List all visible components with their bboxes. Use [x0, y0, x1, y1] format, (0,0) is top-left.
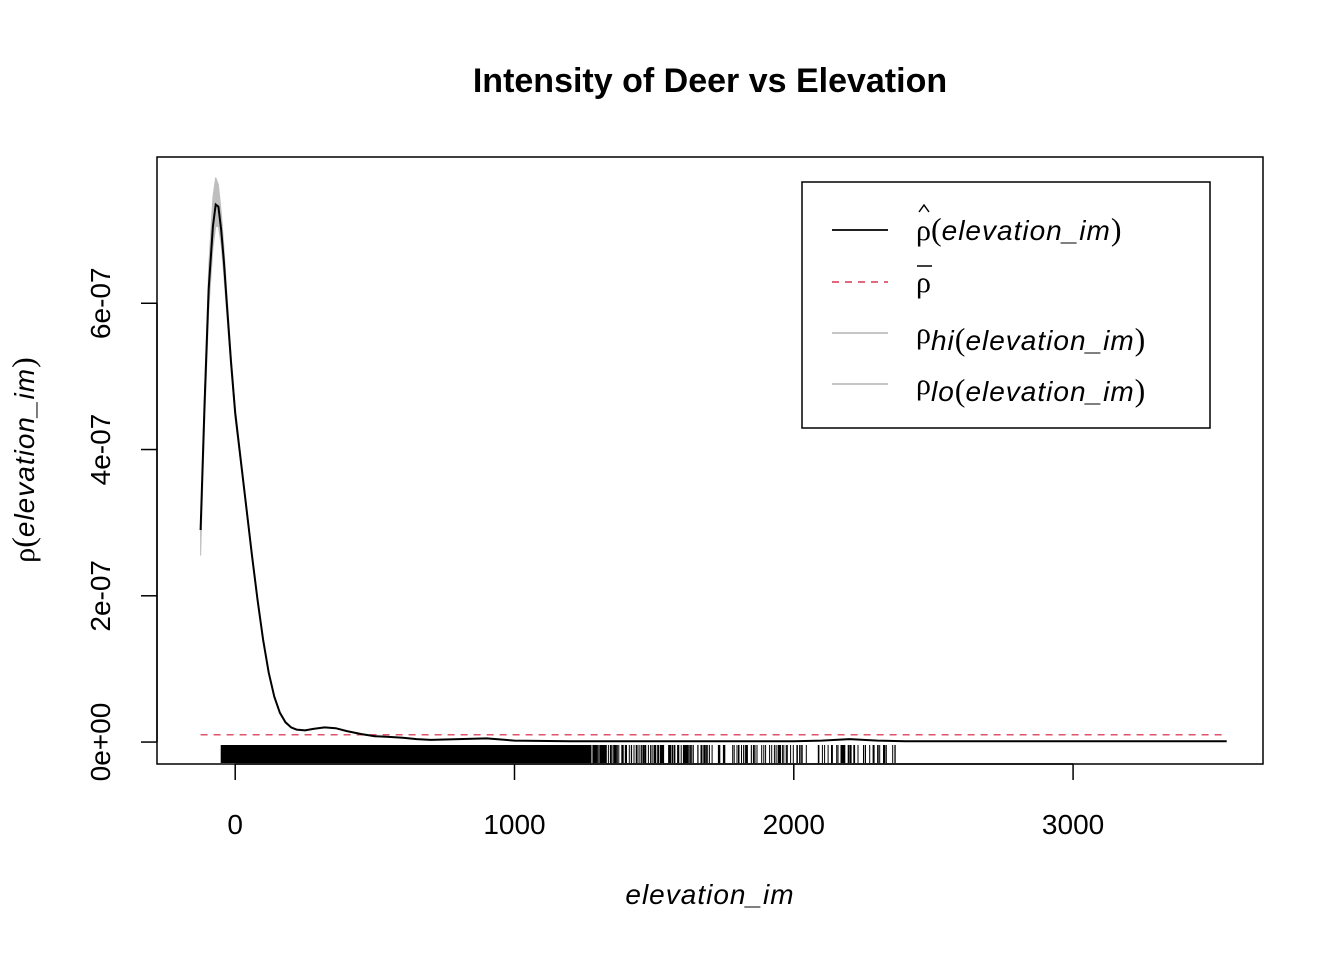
series-line-rho_hat	[199, 202, 1227, 743]
x-axis-label: elevation_im	[625, 879, 794, 910]
legend-box	[801, 181, 1211, 429]
rug-marks	[220, 745, 896, 763]
legend-label: ρ(elevation_im)	[916, 211, 1122, 247]
y-axis-label-open: (	[5, 537, 41, 548]
chart-title: Intensity of Deer vs Elevation	[473, 62, 947, 100]
legend-item-rho_bar: ρ	[832, 265, 932, 299]
y-axis-label-close: )	[5, 357, 41, 368]
legend-entries: ρ(elevation_im) ρ ρhi(elevation_im) ρlo(ele…	[832, 203, 1145, 408]
y-tick-label: 2e-07	[85, 560, 116, 632]
legend-item-rho_hi: ρhi(elevation_im)	[832, 317, 1145, 357]
legend-item-rho_lo: ρlo(elevation_im)	[832, 368, 1145, 408]
rug-ticks	[220, 745, 896, 763]
y-axis-label-name: elevation_im	[9, 368, 40, 537]
x-axis: 0 1000 2000 3000	[227, 763, 1104, 840]
hat-accent	[918, 203, 930, 213]
x-tick-label: 0	[227, 809, 243, 840]
y-tick-label: 6e-07	[85, 267, 116, 339]
y-tick-label: 4e-07	[85, 414, 116, 486]
legend-label: ρlo(elevation_im)	[916, 368, 1145, 408]
y-axis-label: ρ(elevation_im)	[5, 357, 41, 563]
legend: ρ(elevation_im) ρ ρhi(elevation_im) ρlo(ele…	[801, 181, 1211, 429]
y-tick-label: 0e+00	[85, 703, 116, 782]
x-tick-label: 2000	[763, 809, 825, 840]
y-axis-label-symbol: ρ	[8, 548, 41, 563]
series-layer	[199, 202, 1227, 743]
legend-item-rho_hat: ρ(elevation_im)	[832, 203, 1122, 247]
y-axis: 0e+00 2e-07 4e-07 6e-07	[85, 267, 158, 782]
legend-label: ρhi(elevation_im)	[916, 317, 1145, 357]
x-tick-label: 3000	[1042, 809, 1104, 840]
x-tick-label: 1000	[483, 809, 545, 840]
legend-label: ρ	[916, 266, 931, 299]
